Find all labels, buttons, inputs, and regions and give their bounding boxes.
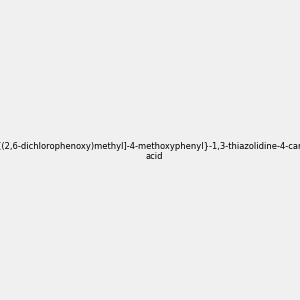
Text: 2-{3-[(2,6-dichlorophenoxy)methyl]-4-methoxyphenyl}-1,3-thiazolidine-4-carboxyli: 2-{3-[(2,6-dichlorophenoxy)methyl]-4-met… [0,142,300,161]
